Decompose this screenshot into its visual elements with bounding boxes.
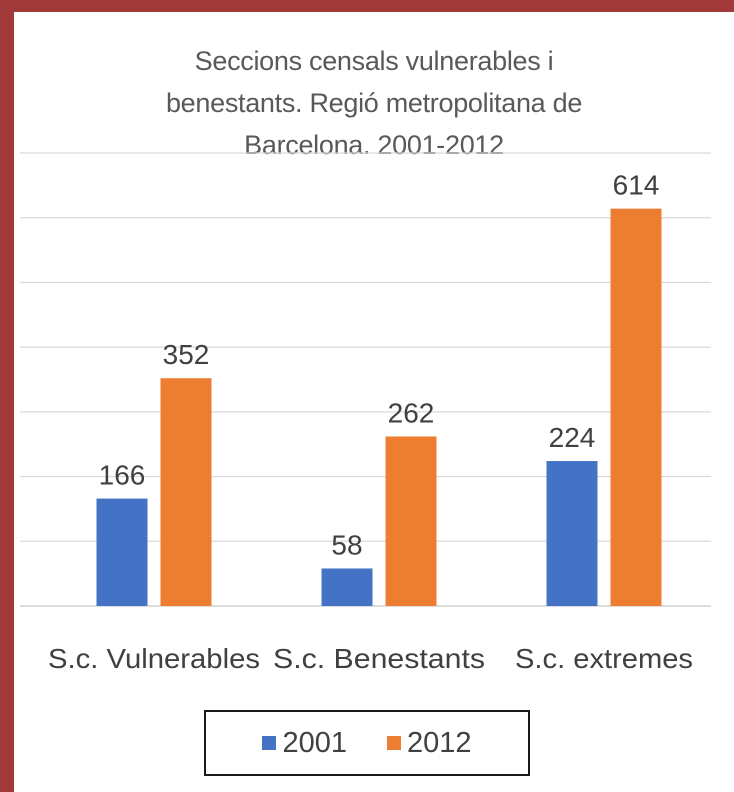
legend: 2001 2012 [204, 710, 530, 776]
bar-2012-3 [610, 208, 662, 606]
bar-2001-2 [321, 568, 373, 606]
chart-title-line-3: Barcelona. 2001-2012 [244, 130, 504, 160]
bars [96, 208, 662, 606]
data-label-2012-1: 352 [163, 339, 210, 370]
category-label-3: S.c. extremes [515, 643, 693, 674]
chart-frame: Seccions censals vulnerables i benestant… [14, 12, 734, 792]
legend-label-2012: 2012 [407, 726, 472, 759]
data-label-2001-3: 224 [549, 422, 596, 453]
legend-label-2001: 2001 [282, 726, 347, 759]
chart-title: Seccions censals vulnerables i benestant… [14, 40, 734, 166]
legend-item-2001: 2001 [262, 727, 347, 760]
data-label-2001-1: 166 [99, 460, 146, 491]
chart-title-line-2: benestants. Regió metropolitana de [165, 88, 583, 118]
legend-item-2012: 2012 [387, 727, 472, 760]
data-label-2012-2: 262 [388, 397, 435, 428]
data-label-2001-2: 58 [331, 529, 362, 560]
legend-swatch-2001 [262, 736, 277, 750]
category-label-2: S.c. Benestants [273, 643, 485, 674]
bar-2012-2 [385, 436, 437, 606]
data-labels: 166 352 58 262 224 614 [99, 170, 660, 561]
chart-title-line-1: Seccions censals vulnerables i [194, 46, 554, 76]
category-label-1: S.c. Vulnerables [48, 643, 260, 674]
data-label-2012-3: 614 [613, 170, 660, 201]
bar-chart: 166 352 58 262 224 614 S.c. Vulnerables S.c. B… [20, 152, 711, 674]
legend-swatch-2012 [387, 736, 401, 750]
bar-2001-1 [96, 498, 148, 606]
bar-2001-3 [546, 461, 598, 606]
bar-2012-1 [160, 378, 212, 606]
category-labels: S.c. Vulnerables S.c. Benestants S.c. extr… [48, 643, 693, 674]
